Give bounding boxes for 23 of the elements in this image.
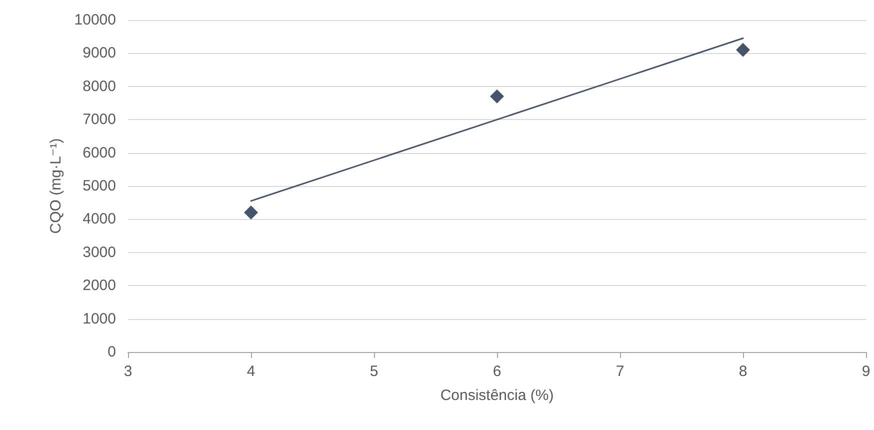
- y-tick-label: 7000: [82, 111, 116, 128]
- x-tick-label: 4: [246, 363, 256, 380]
- y-tick-label: 4000: [82, 210, 116, 228]
- x-tick-label: 3: [124, 363, 132, 380]
- y-tick-label: 3000: [82, 244, 116, 261]
- y-tick-label: 1000: [82, 310, 116, 328]
- x-tick-label: 5: [370, 363, 378, 380]
- x-tick-label: 8: [738, 363, 748, 380]
- x-tick-label: 9: [862, 363, 870, 380]
- y-tick-label: 5000: [82, 178, 116, 194]
- y-tick-label: 8000: [82, 78, 116, 95]
- y-tick-label: 0: [108, 344, 116, 360]
- point: [490, 89, 504, 104]
- y-tick-label: 6000: [82, 144, 116, 162]
- y-axis-title: CQO (mg·L⁻¹): [47, 138, 64, 234]
- x-tick-label: 6: [492, 363, 502, 380]
- y-tick-label: 10000: [74, 12, 116, 28]
- x-tick-label: 7: [616, 363, 624, 380]
- x-axis-title: Consistência (%): [440, 387, 554, 404]
- y-tick-label: 2000: [82, 277, 116, 294]
- point: [244, 206, 258, 220]
- point: [736, 42, 750, 57]
- y-tick-label: 9000: [82, 44, 116, 62]
